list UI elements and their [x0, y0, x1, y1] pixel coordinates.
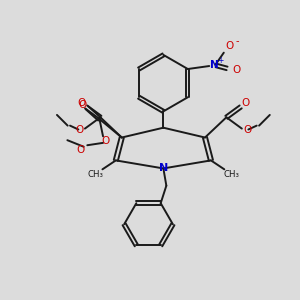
Text: O: O [243, 125, 251, 135]
Text: -: - [235, 36, 239, 46]
Text: O: O [79, 100, 87, 110]
Text: O: O [241, 98, 250, 108]
Text: O: O [232, 64, 241, 75]
Text: N: N [210, 60, 219, 70]
Text: CH₃: CH₃ [223, 170, 239, 179]
Text: O: O [101, 136, 110, 146]
Text: O: O [226, 41, 234, 51]
Text: N: N [159, 164, 168, 173]
Text: O: O [76, 145, 84, 155]
Text: CH₃: CH₃ [88, 170, 103, 179]
Text: +: + [217, 56, 224, 64]
Text: O: O [77, 98, 86, 108]
Text: O: O [75, 125, 84, 135]
